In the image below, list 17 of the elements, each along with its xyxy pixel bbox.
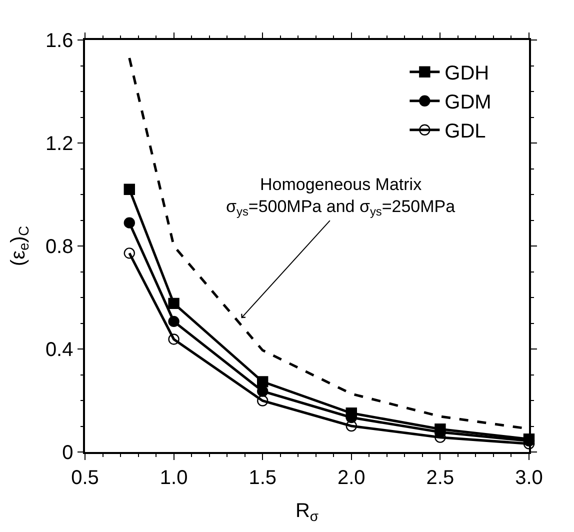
x-tick-label: 2.0: [337, 466, 366, 489]
annotation: Homogeneous Matrix: [260, 175, 422, 194]
y-tick-label: 0.4: [45, 339, 74, 361]
annotation: σ$_{ys}$=500MPa and σ$_{ys}$=250MPa: [226, 197, 456, 219]
x-axis-title: R$_{σ}$: [295, 500, 319, 524]
x-tick-label: 1.0: [160, 466, 188, 489]
y-tick-label: 0: [62, 442, 74, 464]
legend-label: GDH: [444, 62, 490, 85]
x-tick-label: 0.5: [71, 466, 99, 489]
y-tick-label: 0.8: [45, 236, 74, 258]
x-tick-label: 1.5: [248, 466, 277, 489]
y-tick-label: 1.6: [45, 30, 74, 52]
y-tick-label: 1.2: [45, 133, 74, 155]
legend-label: GDM: [444, 92, 492, 114]
x-tick-label: 3.0: [515, 466, 543, 489]
x-tick-label: 2.5: [426, 466, 454, 489]
legend-label: GDL: [444, 120, 486, 143]
